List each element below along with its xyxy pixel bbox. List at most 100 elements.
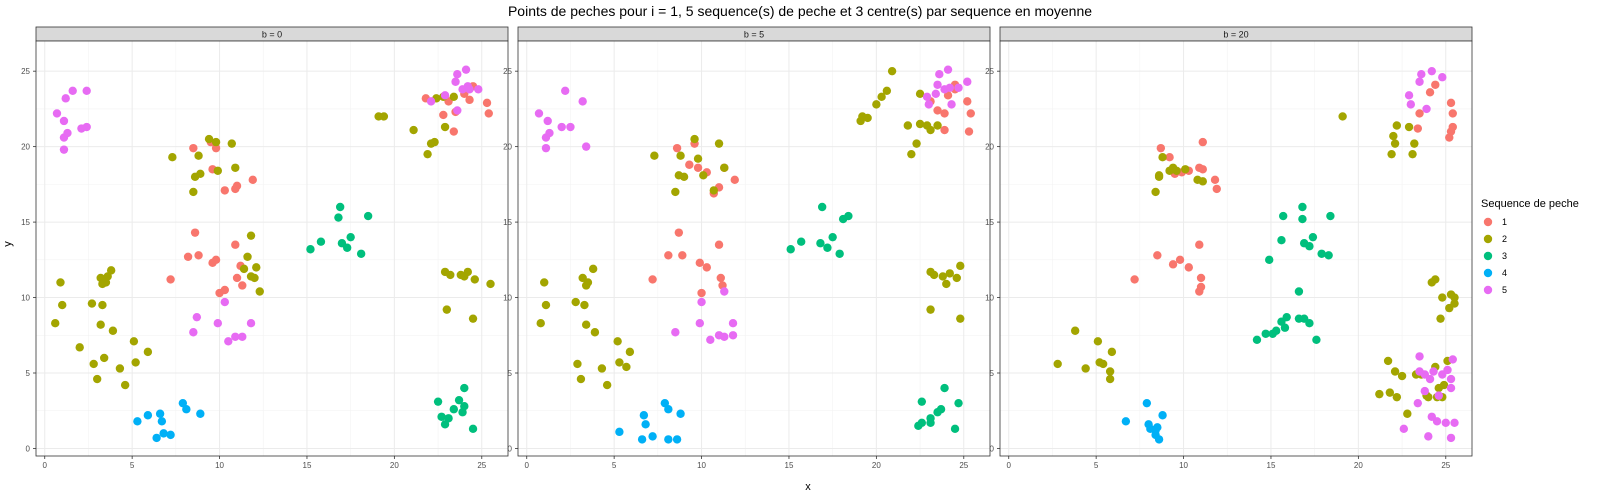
data-points [51,65,495,443]
data-point-seq-2 [106,266,116,275]
data-point-seq-5 [578,97,587,106]
data-point-seq-2 [89,359,98,369]
data-point-seq-1 [231,240,240,249]
data-point-seq-4 [133,417,142,426]
data-point-seq-2 [189,187,198,197]
data-point-seq-1 [1431,80,1440,89]
data-point-seq-2 [1404,122,1414,132]
data-point-seq-1 [1445,133,1454,142]
data-point-seq-5 [1450,418,1459,427]
data-point-seq-2 [243,252,252,261]
data-point-seq-5 [924,100,934,109]
data-point-seq-5 [63,128,72,138]
data-point-seq-5 [1438,73,1447,82]
data-point-seq-2 [709,186,718,195]
data-point-seq-1 [1130,275,1139,284]
x-tick-label: 15 [303,461,312,470]
y-tick-label: 0 [990,444,995,453]
data-point-seq-2 [470,275,479,284]
data-point-seq-5 [1420,386,1430,396]
data-point-seq-5 [426,97,436,106]
data-point-seq-5 [52,109,62,118]
data-point-seq-2 [1387,149,1396,159]
data-point-seq-2 [1434,383,1443,393]
y-tick-label: 15 [21,218,30,227]
y-tick-label: 5 [508,369,513,378]
data-point-seq-3 [468,424,478,434]
data-point-seq-1 [1175,255,1185,265]
data-point-seq-5 [246,319,256,328]
data-point-seq-5 [557,122,566,132]
x-tick-label: 10 [697,461,706,470]
data-point-seq-2 [590,328,600,337]
facet-panels: b = 0 0 5 10 15 20 25 0 5 10 15 20 25 b = 5 0 5 10 15 20 25… [21,26,1473,470]
data-point-seq-5 [541,143,551,153]
data-point-seq-2 [442,305,452,314]
data-point-seq-2 [942,279,951,289]
data-point-seq-5 [1417,70,1426,79]
data-point-seq-5 [963,77,972,86]
data-point-seq-2 [915,119,925,129]
data-point-seq-5 [1415,77,1424,86]
facet-panel-2: b = 5 0 5 10 15 20 25 0 5 10 15 20 25 [503,26,991,470]
data-point-seq-5 [1399,424,1409,434]
data-point-seq-2 [1172,166,1181,175]
chart-title: Points de peches pour i = 1, 5 sequence(… [508,3,1092,19]
data-point-seq-5 [1415,352,1424,361]
data-point-seq-5 [1429,367,1438,376]
data-point-seq-1 [194,251,203,260]
data-point-seq-2 [58,300,67,310]
plot-background [1000,41,1472,456]
data-point-seq-2 [679,172,689,182]
data-point-seq-2 [576,374,586,384]
data-point-seq-4 [196,409,205,418]
data-point-seq-2 [486,279,495,289]
data-point-seq-2 [101,278,111,287]
data-point-seq-5 [954,83,963,92]
data-point-seq-1 [1413,124,1423,133]
data-point-seq-5 [82,86,91,96]
data-point-seq-2 [580,300,589,310]
data-point-seq-5 [1441,418,1450,427]
data-point-seq-4 [664,435,673,444]
y-tick-label: 20 [503,143,512,152]
data-point-seq-5 [1413,398,1423,408]
data-point-seq-1 [933,106,942,115]
data-point-seq-2 [449,92,459,102]
data-point-seq-3 [1308,232,1318,242]
data-point-seq-5 [943,65,953,74]
data-point-seq-3 [936,405,946,414]
data-point-seq-3 [835,249,844,258]
data-point-seq-1 [674,228,684,237]
data-point-seq-5 [931,89,941,99]
data-point-seq-5 [695,319,705,328]
data-point-seq-3 [342,243,352,252]
data-point-seq-1 [1198,137,1207,147]
y-tick-label: 0 [508,444,513,453]
data-point-seq-3 [363,211,373,221]
data-point-seq-2 [211,137,221,147]
x-tick-label: 20 [872,461,881,470]
data-point-seq-5 [933,80,942,89]
legend-key-3 [1483,251,1493,261]
data-point-seq-5 [1448,355,1457,364]
data-point-seq-3 [1298,214,1307,224]
data-point-seq-1 [685,160,694,169]
data-point-seq-2 [693,154,703,163]
data-point-seq-5 [935,70,944,79]
data-point-seq-2 [246,231,256,240]
data-point-seq-3 [316,237,326,246]
data-point-seq-3 [1261,329,1270,338]
data-point-seq-3 [844,211,853,221]
y-tick-label: 15 [985,218,994,227]
data-point-seq-2 [1081,364,1090,373]
x-tick-label: 0 [525,461,530,470]
legend-key-1 [1483,217,1493,227]
data-point-seq-2 [714,139,724,148]
data-point-seq-4 [676,409,685,418]
data-point-seq-5 [224,337,233,346]
data-point-seq-2 [143,347,153,357]
data-point-seq-3 [816,239,825,248]
y-tick-label: 25 [503,67,512,76]
panel-border [999,40,1473,457]
